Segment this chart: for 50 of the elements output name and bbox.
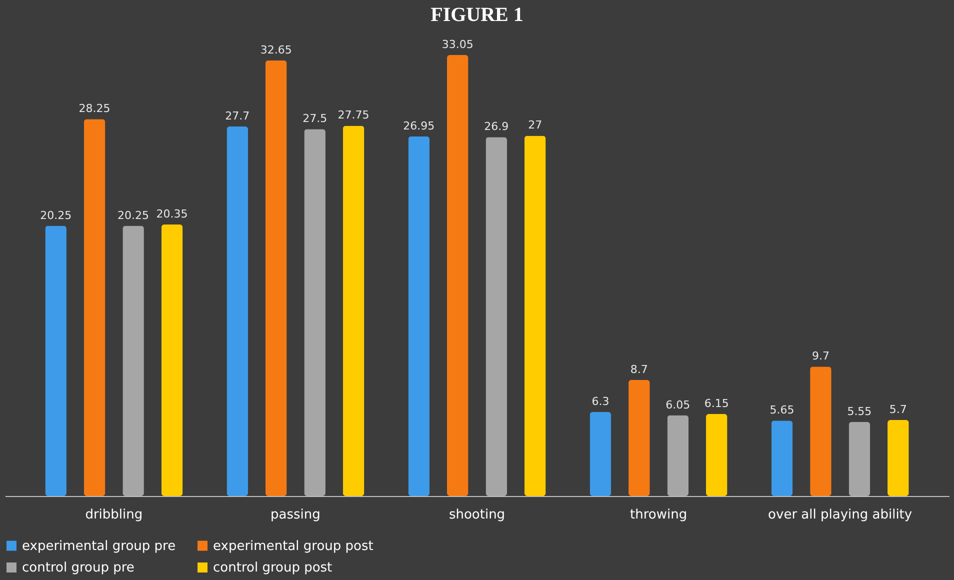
chart-title: FIGURE 1 — [430, 4, 524, 26]
legend-label: control group post — [213, 560, 332, 576]
bar — [524, 136, 546, 496]
data-label: 6.3 — [592, 394, 610, 408]
x-tick-label: over all playing ability — [768, 508, 912, 522]
data-label: 9.7 — [812, 350, 830, 363]
data-label: 27.75 — [338, 108, 370, 122]
bar — [161, 224, 183, 496]
data-label: 5.7 — [889, 402, 907, 416]
data-label: 20.35 — [156, 207, 188, 220]
x-tick-label: shooting — [448, 508, 506, 522]
bar — [226, 126, 248, 496]
bar — [888, 420, 909, 496]
bar — [265, 60, 287, 496]
data-label: 27.5 — [302, 112, 328, 126]
bar — [304, 129, 326, 496]
data-label: 27.7 — [225, 109, 250, 122]
legend-label: control group pre — [22, 560, 134, 576]
bar — [342, 126, 364, 496]
bar — [408, 136, 430, 496]
x-tick-label: throwing — [630, 508, 688, 522]
bar — [810, 366, 832, 496]
bar — [771, 420, 793, 496]
bar — [486, 137, 508, 496]
data-label: 5.55 — [847, 404, 872, 418]
data-label: 20.25 — [118, 208, 150, 222]
data-label: 27 — [528, 118, 542, 132]
data-label: 26.95 — [403, 119, 435, 132]
data-label: 28.25 — [78, 102, 110, 116]
legend-label: experimental group post — [213, 538, 374, 554]
bar — [848, 422, 870, 496]
bar — [45, 226, 66, 496]
data-label: 6.05 — [666, 398, 690, 412]
data-label: 8.7 — [630, 362, 648, 376]
x-tick-label: dribbling — [85, 508, 143, 522]
bar — [122, 226, 144, 496]
data-label: 5.65 — [770, 404, 794, 417]
bar — [706, 414, 728, 496]
data-label: 33.05 — [442, 38, 474, 52]
data-label: 20.25 — [40, 208, 72, 222]
data-label: 6.15 — [704, 396, 729, 410]
data-label: 32.65 — [260, 43, 292, 56]
data-label: 26.9 — [484, 120, 509, 134]
legend-label: experimental group pre — [22, 538, 176, 554]
x-tick-label: passing — [270, 508, 320, 522]
bar — [446, 55, 468, 496]
bar — [590, 412, 612, 496]
bar — [667, 415, 689, 496]
bar — [628, 380, 650, 496]
bar — [84, 119, 106, 496]
